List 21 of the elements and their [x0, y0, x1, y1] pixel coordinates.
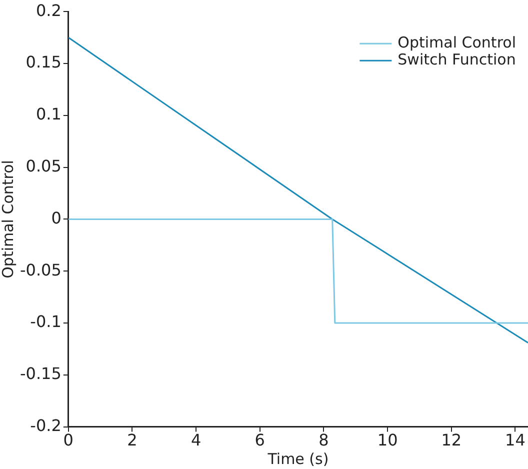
y-tick-label: 0 [51, 208, 62, 228]
y-tick-label: 0.05 [26, 156, 62, 176]
x-tick-label: 8 [318, 430, 329, 450]
y-tick-label: 0.2 [36, 0, 62, 20]
x-tick-label: 6 [254, 430, 265, 450]
y-tick-label: -0.2 [30, 416, 62, 435]
y-axis-title: Optimal Control [0, 160, 17, 278]
x-tick-label: 0 [63, 430, 74, 450]
y-tick-label: -0.05 [20, 260, 62, 280]
y-tick-label: 0.1 [36, 104, 62, 124]
x-tick-label: 10 [377, 430, 398, 450]
y-tick-label: -0.15 [20, 364, 62, 384]
x-tick-label: 14 [505, 430, 526, 450]
x-tick-label: 2 [127, 430, 138, 450]
x-tick-label: 4 [190, 430, 202, 450]
x-tick-label: 12 [441, 430, 462, 450]
legend-label: Switch Function [398, 50, 516, 68]
legend-label: Optimal Control [398, 33, 516, 52]
y-tick-label: 0.15 [26, 52, 62, 72]
x-axis-title: Time (s) [266, 450, 329, 468]
y-tick-label: -0.1 [30, 312, 62, 332]
